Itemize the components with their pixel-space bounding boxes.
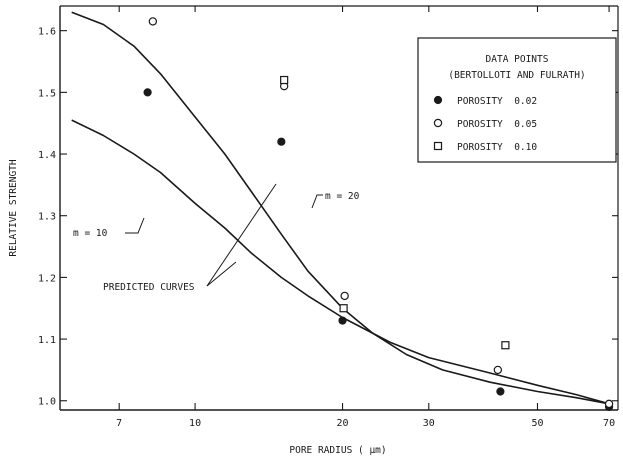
predicted-curves [71,11,610,405]
x-tick-label: 10 [189,418,201,429]
x-tick-label: 70 [603,418,615,429]
point-porosity-005 [604,399,614,409]
point-porosity-002 [496,387,505,396]
legend-entry-2: POROSITY 0.10 [457,142,537,153]
point-porosity-005 [340,291,349,301]
y-tick-label: 1.5 [38,88,56,99]
annotation-m10: m = 10 [73,228,108,239]
annotations: m = 10 m = 20 PREDICTED CURVES [73,183,360,293]
point-porosity-002 [338,316,347,325]
legend-title-line1: DATA POINTS [486,54,549,65]
point-porosity-005 [148,17,158,26]
point-porosity-010 [280,75,289,85]
y-tick-label: 1.6 [38,27,56,38]
point-porosity-005 [493,365,503,375]
y-tick-label: 1.0 [38,397,56,408]
annotation-m20: m = 20 [325,191,360,202]
axes [59,5,619,411]
annotation-predicted-leader-lower [206,261,237,287]
legend-filled-circle-marker [433,95,443,105]
point-porosity-002 [277,137,286,146]
legend-open-square-marker [433,141,443,151]
legend-entry-0: POROSITY 0.02 [457,96,537,107]
y-tick-label: 1.2 [38,273,56,284]
data-points [143,17,614,412]
annotation-m10-leader [125,217,145,234]
x-tick-label: 50 [531,418,543,429]
y-tick-label: 1.3 [38,212,56,223]
x-tick-label: 30 [423,418,435,429]
curve-m-20 [71,11,610,405]
x-axis-label: PORE RADIUS ( μm) [289,445,386,456]
curve-m-10 [71,119,610,405]
y-tick-label: 1.4 [38,150,56,161]
point-porosity-010 [501,341,510,350]
x-tick-label: 20 [337,418,349,429]
point-porosity-002 [143,88,152,97]
legend-title-line2: (BERTOLLOTI AND FULRATH) [448,70,585,81]
legend-entry-1: POROSITY 0.05 [457,119,537,130]
annotation-predicted-leader-upper [206,183,277,287]
legend: DATA POINTS (BERTOLLOTI AND FULRATH) POR… [417,37,617,163]
point-porosity-010 [339,304,348,313]
y-tick-label: 1.1 [38,335,56,346]
legend-open-circle-marker [433,118,443,128]
tick-marks: 1.0 1.1 1.2 1.3 1.4 1.5 1.6 7 10 20 30 50 70 [38,6,618,429]
y-axis-label: RELATIVE STRENGTH [8,159,19,257]
legend-box [417,37,617,163]
annotation-m20-leader [311,194,323,209]
x-tick-label: 7 [116,418,122,429]
annotation-predicted-curves: PREDICTED CURVES [103,282,195,293]
